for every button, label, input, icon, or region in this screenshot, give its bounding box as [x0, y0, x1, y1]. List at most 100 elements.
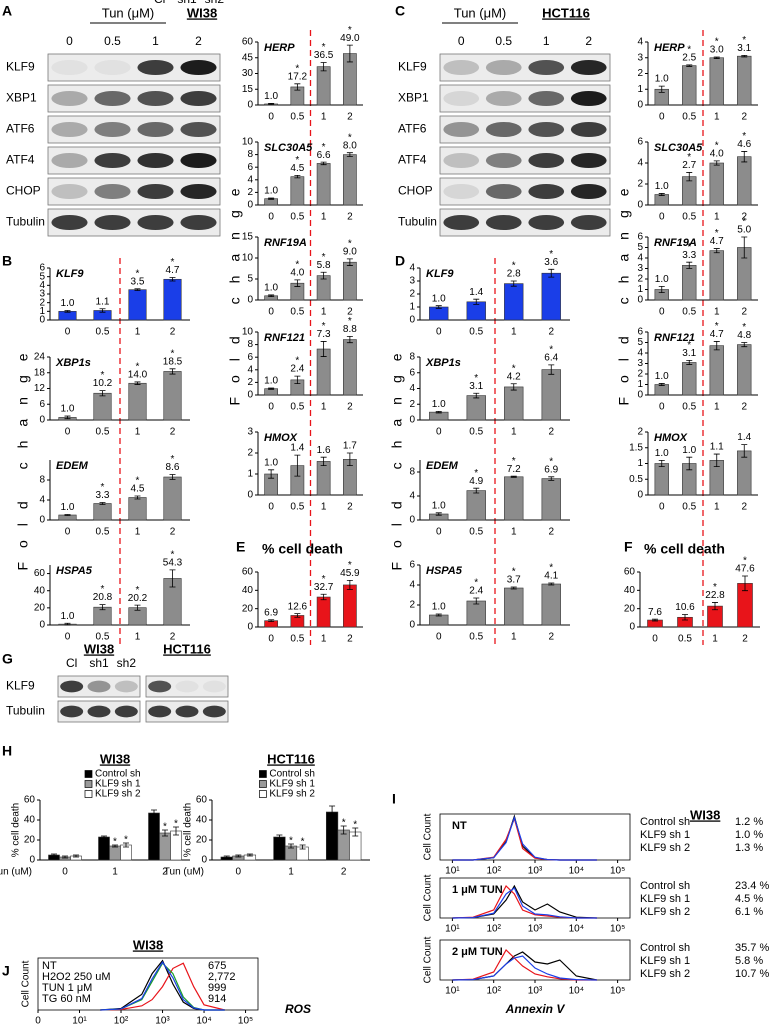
y-tick-label: 2	[637, 68, 643, 79]
y-tick-label: 60	[196, 795, 208, 806]
y-tick-label: 4	[637, 37, 643, 48]
error-bar	[329, 805, 336, 819]
error-bar	[741, 342, 748, 348]
x-tick-label: 2	[548, 632, 554, 643]
x-tick-label: 1	[712, 634, 718, 645]
value-label: 32.7	[314, 582, 334, 593]
legend-label: H2O2 250 uM	[42, 971, 110, 983]
chart-title: 1 μM TUN	[452, 884, 503, 896]
error-bar	[473, 392, 480, 399]
y-tick-label: 2	[39, 297, 45, 308]
significance-marker: *	[353, 820, 357, 831]
x-tick-label: 0	[659, 307, 665, 318]
significance-marker: *	[322, 321, 326, 332]
error-bar	[73, 854, 79, 858]
legend-label: Control sh	[95, 769, 141, 780]
legend-label: KLF9 sh 1	[640, 893, 690, 905]
y-tick-label: 40	[34, 585, 46, 596]
legend-swatch	[259, 780, 267, 788]
x-tick-label: 2	[741, 112, 747, 123]
panel-label: B	[2, 253, 12, 269]
legend-value: 2,772	[208, 971, 236, 983]
y-tick-label: 0	[637, 490, 643, 501]
y-tick-label: 4	[637, 158, 643, 169]
legend-value: 4.5 %	[735, 893, 763, 905]
bar	[682, 362, 697, 396]
y-tick-label: 4	[409, 580, 415, 591]
x-tick-label: 0.5	[682, 112, 696, 123]
y-tick-label: 0	[39, 315, 45, 326]
bar	[466, 600, 486, 626]
value-label: 4.7	[710, 236, 724, 247]
error-bar	[510, 280, 517, 287]
chart-title: 2 μM TUN	[452, 946, 503, 958]
bar	[709, 162, 724, 206]
error-bar	[112, 844, 118, 848]
y-axis-label: Fold change	[227, 174, 243, 405]
value-label: 1.0	[682, 445, 696, 456]
lane-label: Cl	[154, 0, 165, 6]
significance-marker: *	[322, 574, 326, 585]
error-bar	[686, 172, 693, 182]
significance-marker: *	[743, 556, 747, 567]
value-label: 3.7	[507, 575, 521, 586]
y-tick-label: 8	[247, 149, 253, 160]
blot-row-label: ATF6	[6, 122, 35, 136]
error-bar	[742, 575, 748, 592]
bar	[343, 261, 357, 301]
y-tick-label: 4	[637, 253, 643, 264]
value-label: 3.3	[682, 250, 696, 261]
y-axis-label: Cell Count	[423, 813, 434, 860]
error-bar	[435, 410, 442, 414]
y-tick-label: 6	[637, 327, 643, 338]
bar	[682, 265, 697, 301]
value-label: 9.0	[343, 246, 357, 257]
x-tick-label: 1	[135, 427, 141, 438]
y-tick-label: 2	[247, 377, 253, 388]
error-bar	[101, 835, 107, 839]
x-tick-label: 10³	[155, 1016, 170, 1027]
band	[51, 214, 88, 231]
error-bar	[64, 310, 71, 313]
x-tick-label: 1	[321, 634, 327, 645]
bar	[466, 395, 486, 421]
band	[51, 152, 88, 169]
significance-marker: *	[295, 259, 299, 270]
band	[60, 680, 84, 693]
error-bar	[346, 44, 353, 63]
value-label: 2.7	[682, 160, 696, 171]
y-tick-label: 0	[29, 855, 35, 866]
y-tick-label: 6	[637, 137, 643, 148]
band	[528, 214, 565, 231]
value-label: 6.6	[317, 150, 331, 161]
bar	[290, 176, 305, 206]
chart-title: HSPA5	[56, 565, 93, 577]
y-tick-label: 6	[409, 367, 415, 378]
value-label: 1.0	[432, 293, 446, 304]
significance-marker: *	[742, 35, 746, 46]
chart-title: % cell death	[644, 541, 725, 557]
y-tick-label: 3	[39, 289, 45, 300]
x-tick-label: 0	[436, 527, 442, 538]
bar	[541, 478, 561, 521]
x-tick-label: 2	[548, 527, 554, 538]
bar	[58, 311, 77, 321]
significance-marker: *	[171, 257, 175, 268]
significance-marker: *	[322, 252, 326, 263]
chart-title: RNF19A	[654, 237, 697, 249]
histogram-curve	[452, 816, 597, 861]
error-bar	[435, 512, 442, 516]
y-tick-label: 10	[242, 137, 254, 148]
x-tick-label: 10¹	[72, 1016, 87, 1027]
value-label: 17.2	[288, 71, 308, 82]
y-tick-label: 4	[637, 348, 643, 359]
y-tick-label: 15	[242, 84, 254, 95]
significance-marker: *	[295, 63, 299, 74]
error-bar	[169, 474, 176, 480]
x-tick-label: 0	[65, 527, 71, 538]
chart-title: HCT116	[267, 751, 315, 766]
y-axis-label: Cell Count	[21, 960, 32, 1007]
y-tick-label: 5	[637, 337, 643, 348]
error-bar	[346, 152, 353, 157]
